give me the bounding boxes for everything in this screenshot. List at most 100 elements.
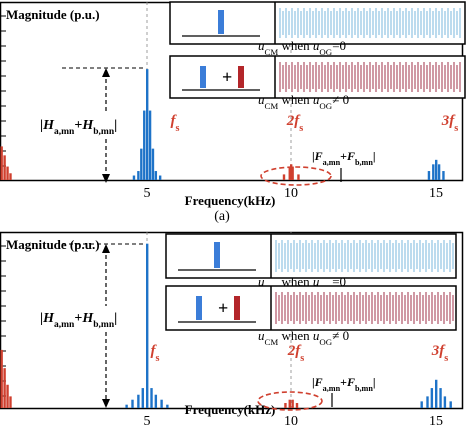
highlight-ellipse (260, 166, 332, 186)
f-annotation: |Fa,mn+Fb,mn| (312, 375, 376, 393)
bar (146, 69, 149, 180)
inset-blue-bar (196, 296, 202, 320)
two-fs-label: 2fs (286, 113, 304, 134)
bar (432, 164, 435, 180)
series-3 (0, 146, 12, 180)
x-tick-label: 10 (284, 186, 298, 201)
fs-label: fs (171, 113, 180, 134)
inset-waveform (275, 240, 454, 272)
h-annotation: |Ha,mn+Hb,mn| (40, 118, 117, 137)
bar (435, 159, 438, 180)
inset-plus-sign: + (218, 298, 228, 318)
series-3 (0, 349, 12, 408)
bar (9, 173, 12, 180)
h-arrowhead-down (102, 174, 110, 183)
bar (125, 404, 128, 408)
bar (131, 399, 134, 408)
bar (288, 399, 291, 408)
fs-label: fs (151, 343, 160, 364)
bar (151, 148, 155, 180)
bar (137, 394, 140, 408)
f-annotation: |Fa,mn+Fb,mn| (312, 149, 376, 167)
inset-caption-nonzero: uCM when uOG≠ 0 (258, 328, 349, 347)
inset-ucm-zero (165, 233, 457, 279)
panel-b: Magnitude (p.u.) 5 10 15 Frequency(kHz) fs 2fs… (0, 231, 464, 429)
inset-ucm-zero (169, 1, 466, 45)
bar (154, 171, 158, 180)
bar (140, 148, 143, 180)
bar (435, 379, 438, 408)
bar (291, 166, 294, 180)
bar (442, 171, 445, 180)
inset-caption-nonzero: uCM when uOG≠ 0 (258, 92, 349, 111)
h-arrowhead-up (102, 244, 110, 253)
bar (449, 401, 452, 408)
series-1 (284, 399, 299, 408)
bar (9, 396, 12, 408)
three-fs-label: 3fs (431, 343, 449, 364)
three-fs-label: 3fs (441, 113, 459, 134)
bar (437, 164, 441, 180)
bar (3, 155, 6, 180)
bar (443, 396, 447, 408)
inset-frame (165, 233, 457, 279)
bar (154, 394, 158, 408)
inset-red-bar (238, 66, 244, 88)
series-1 (282, 164, 300, 180)
inset-blue-bar (200, 66, 206, 88)
y-axis-label: Magnitude (p.u.) (6, 7, 100, 22)
x-axis-label: Frequency(kHz) (185, 193, 276, 208)
bar (297, 174, 300, 180)
h-arrowhead-down (102, 399, 110, 408)
bar (141, 388, 144, 408)
x-tick-label: 10 (284, 414, 298, 429)
panel-a: Magnitude (p.u.) 5 10 15 Frequency(kHz) fs 2fs… (0, 1, 466, 208)
inset-ucm-nonzero: + (165, 285, 457, 331)
inset-blue-bar (218, 10, 224, 34)
inset-frame (169, 55, 466, 99)
inset-frame (165, 285, 457, 331)
grid (0, 2, 292, 180)
bar (288, 166, 291, 180)
x-tick-label: 5 (144, 414, 151, 429)
bar (3, 368, 6, 408)
inset-blue-bar (214, 242, 220, 268)
inset-red-bar (234, 296, 240, 320)
h-annotation: |Ha,mn+Hb,mn| (40, 311, 117, 330)
bar (166, 404, 169, 408)
bar (420, 401, 423, 408)
bar (148, 110, 152, 180)
bar (143, 110, 146, 180)
bar (150, 388, 153, 408)
bar (6, 166, 9, 180)
x-tick-label: 15 (429, 414, 443, 429)
series-2 (427, 159, 445, 180)
bar (6, 384, 9, 408)
bar (282, 174, 286, 180)
series-0 (132, 69, 162, 180)
x-tick-label: 15 (429, 186, 443, 201)
bar (158, 175, 162, 180)
bar (0, 349, 3, 408)
inset-waveform (279, 8, 461, 38)
bar (427, 171, 431, 180)
bar (284, 403, 287, 408)
inset-waveform (279, 62, 461, 92)
bar (290, 164, 293, 180)
bar (295, 403, 299, 408)
bar (426, 396, 429, 408)
series-2 (420, 379, 452, 408)
two-fs-label: 2fs (287, 343, 305, 364)
bar (430, 388, 434, 408)
highlight-ellipse (257, 391, 323, 411)
bar (0, 146, 3, 180)
y-axis-label: Magnitude (p.u.) (6, 237, 100, 252)
series-0 (125, 243, 169, 408)
bar (160, 399, 163, 408)
x-tick-label: 5 (144, 186, 151, 201)
bar (132, 175, 136, 180)
h-arrowhead-up (102, 68, 110, 77)
bar (137, 171, 140, 180)
inset-caption-zero: uCM when uOG=0 (258, 38, 346, 57)
